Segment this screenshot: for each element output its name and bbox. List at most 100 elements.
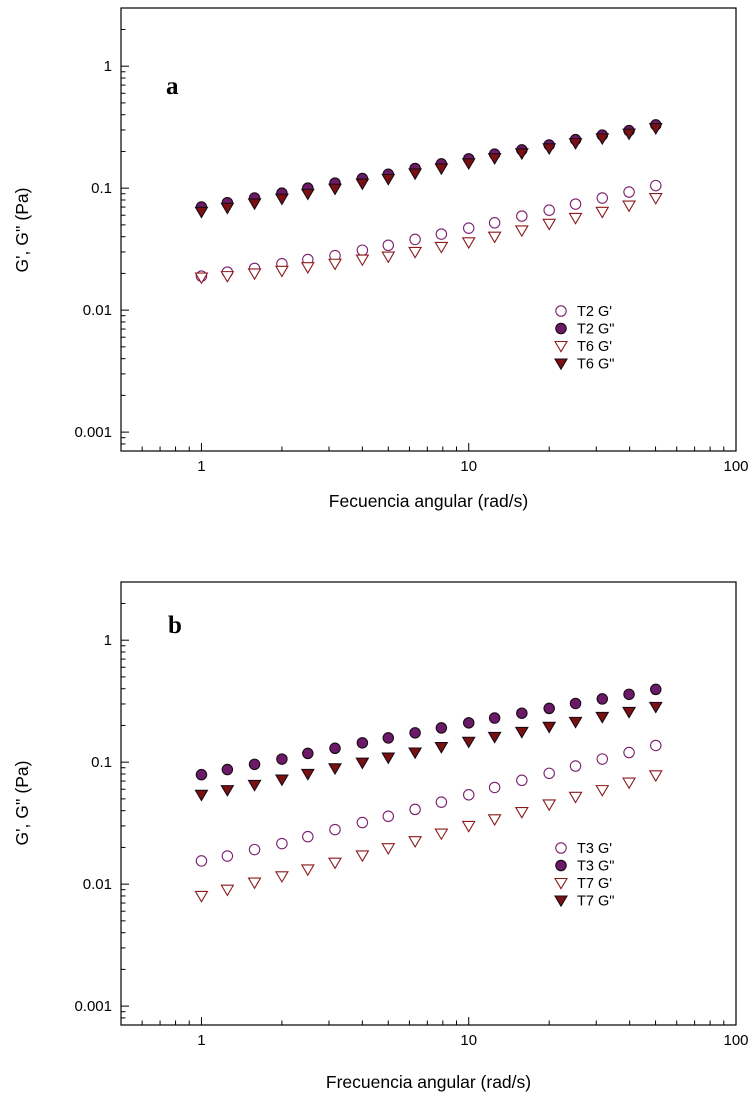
x-axis-title: Frecuencia angular (rad/s) xyxy=(326,1072,531,1092)
data-point xyxy=(300,188,315,201)
data-point xyxy=(622,200,637,213)
data-point xyxy=(195,855,208,867)
data-point xyxy=(248,758,261,771)
data-point xyxy=(568,791,583,804)
data-point xyxy=(462,789,475,801)
data-point xyxy=(568,716,583,729)
data-point xyxy=(595,133,610,146)
series-3 xyxy=(194,770,663,903)
data-point xyxy=(514,148,529,161)
data-point xyxy=(302,747,314,760)
data-point xyxy=(409,803,421,816)
legend-marker xyxy=(554,358,568,371)
y-tick-label: 0.1 xyxy=(91,754,112,771)
data-point xyxy=(300,262,315,274)
data-point xyxy=(461,158,476,171)
data-point xyxy=(488,712,501,724)
data-point xyxy=(409,727,421,739)
data-point xyxy=(595,206,610,219)
data-point xyxy=(595,711,610,724)
data-point xyxy=(276,753,288,765)
data-point xyxy=(328,258,342,271)
legend: T2 G' T2 G"T6 G' T6 G" xyxy=(554,304,614,373)
legend-marker xyxy=(555,322,567,335)
legend-entry: T7 G" xyxy=(577,894,614,910)
data-point xyxy=(650,179,662,192)
data-point xyxy=(488,781,501,794)
data-point xyxy=(487,731,502,744)
data-point xyxy=(381,251,396,264)
data-point xyxy=(382,239,395,252)
data-point xyxy=(514,225,529,238)
data-point xyxy=(195,768,208,781)
data-point xyxy=(487,153,502,166)
data-point xyxy=(648,123,663,136)
data-point xyxy=(220,884,235,897)
data-point xyxy=(434,828,449,841)
data-point xyxy=(355,254,370,267)
data-point xyxy=(247,877,262,890)
data-point xyxy=(462,222,475,234)
data-point xyxy=(434,163,449,176)
x-tick-label: 1 xyxy=(197,1032,205,1049)
data-point xyxy=(543,767,555,780)
data-point xyxy=(596,753,609,765)
x-tick-label: 10 xyxy=(460,1032,477,1049)
data-point xyxy=(408,836,423,848)
data-point xyxy=(435,796,448,808)
data-point xyxy=(355,178,370,191)
data-point xyxy=(194,206,209,219)
data-point xyxy=(435,722,448,734)
y-tick-label: 0.1 xyxy=(91,180,112,197)
series-2 xyxy=(195,683,662,781)
data-point xyxy=(248,843,261,856)
data-point xyxy=(543,702,555,715)
series-1 xyxy=(195,739,662,867)
data-point xyxy=(329,742,341,755)
data-point xyxy=(595,785,610,797)
legend-entry: T2 G' xyxy=(577,304,612,320)
data-point xyxy=(623,746,635,759)
legend-entry: T6 G' xyxy=(577,339,612,355)
data-point xyxy=(382,810,395,823)
data-point xyxy=(300,864,315,877)
chart-panel-a: 1 10 100 0.001 0.01 0.1 1 a Fecuencia angular (r… xyxy=(12,7,749,511)
data-point xyxy=(220,785,235,797)
data-point xyxy=(650,683,662,696)
data-point xyxy=(274,265,289,278)
data-point xyxy=(622,777,637,790)
data-point xyxy=(461,736,476,749)
data-point xyxy=(596,693,609,705)
series-3 xyxy=(194,192,663,285)
data-point xyxy=(409,233,421,246)
data-point xyxy=(516,210,528,222)
data-point xyxy=(328,857,342,870)
panel-label: a xyxy=(166,73,179,100)
data-point xyxy=(514,806,529,819)
data-point xyxy=(408,168,423,181)
legend-marker xyxy=(555,305,567,317)
data-point xyxy=(623,688,635,701)
legend-entry: T3 G' xyxy=(577,841,612,857)
data-point xyxy=(328,183,342,196)
y-tick-label: 1 xyxy=(104,58,112,75)
data-point xyxy=(542,143,557,156)
data-point xyxy=(542,218,557,231)
data-point xyxy=(356,737,369,749)
data-point xyxy=(356,244,369,256)
data-point xyxy=(355,757,370,770)
data-point xyxy=(329,823,341,836)
data-point xyxy=(543,204,555,216)
data-point xyxy=(568,138,583,150)
data-point xyxy=(276,837,288,850)
data-point xyxy=(381,843,396,856)
data-point xyxy=(516,774,528,787)
data-point xyxy=(434,742,449,754)
data-point xyxy=(194,789,209,802)
series-1 xyxy=(195,179,662,282)
legend-entry: T6 G" xyxy=(577,357,614,373)
data-point xyxy=(487,231,502,244)
data-point xyxy=(487,814,502,827)
legend-marker xyxy=(554,877,568,890)
legend-entry: T7 G' xyxy=(577,876,612,892)
